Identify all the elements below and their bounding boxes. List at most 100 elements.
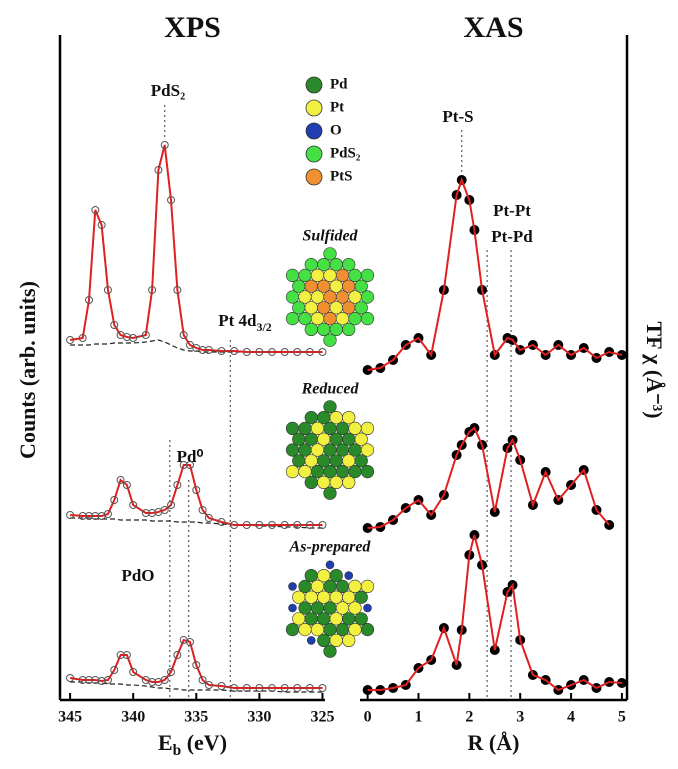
data-point (280, 684, 289, 692)
data-point (305, 521, 314, 529)
legend-swatch (305, 99, 323, 117)
legend-swatch (305, 122, 323, 140)
annotation-main: PdO (121, 566, 154, 585)
data-point (91, 676, 100, 684)
legend-swatch (305, 76, 323, 94)
data-point (148, 286, 157, 294)
legend-label: O (330, 122, 342, 138)
atom (317, 633, 331, 648)
atom (323, 443, 337, 457)
data-point (185, 461, 194, 469)
y-axis-label: Counts (arb. units) (15, 281, 40, 459)
atom (344, 571, 354, 580)
data-point (268, 521, 276, 529)
atom (323, 465, 337, 479)
atom (298, 290, 312, 304)
atom (360, 290, 375, 304)
data-point (103, 286, 112, 294)
atom (329, 633, 343, 648)
x-axis-label: Eb (eV) (158, 730, 227, 758)
data-point (85, 512, 94, 520)
atom (342, 432, 356, 446)
sample-label: As-prepared (289, 539, 372, 556)
data-point (78, 334, 87, 342)
data-point (318, 684, 327, 692)
atom (348, 443, 362, 457)
atom (363, 603, 372, 613)
atom (360, 421, 375, 436)
atom (310, 465, 325, 479)
atom (323, 601, 337, 615)
fit-line (367, 177, 623, 371)
data-point (204, 681, 213, 689)
data-point (185, 341, 194, 349)
data-point (129, 334, 138, 342)
atom (329, 612, 343, 626)
atom (285, 421, 300, 436)
atom (323, 421, 337, 436)
atom (304, 590, 318, 604)
data-point (160, 141, 169, 149)
data-point (141, 509, 150, 517)
atom (335, 601, 350, 615)
atom (310, 601, 325, 615)
atom (298, 443, 312, 457)
background-line (70, 517, 323, 529)
atom (354, 279, 368, 293)
atom (329, 568, 343, 583)
data-point (141, 331, 150, 339)
atom (323, 247, 337, 261)
atom (304, 322, 318, 337)
data-point (280, 348, 289, 356)
atom (298, 268, 312, 283)
data-point (110, 666, 119, 674)
data-point (255, 684, 264, 692)
atom (298, 421, 312, 436)
atom (304, 432, 318, 446)
atom (285, 465, 300, 479)
x-axis-label-sub: b (173, 742, 182, 759)
x-tick-label: 0 (364, 709, 372, 726)
data-point (122, 481, 131, 489)
atom (348, 421, 362, 436)
data-point (103, 676, 112, 684)
annotation-main: Pt-Pt (493, 201, 531, 220)
data-point (78, 676, 87, 684)
data-point (230, 347, 239, 355)
atom (323, 312, 337, 326)
data-point (217, 518, 226, 526)
atom (323, 400, 337, 414)
atom (317, 322, 331, 337)
atom (329, 301, 343, 315)
annotation: Pt-Pd (491, 227, 533, 246)
x-tick-label: 340 (121, 709, 145, 726)
atom (348, 601, 362, 615)
atom (323, 486, 337, 500)
data-point (66, 511, 75, 519)
nanoparticle (285, 400, 375, 500)
atom (298, 579, 312, 594)
data-point (198, 676, 207, 684)
data-point (97, 221, 106, 229)
atom (292, 454, 306, 468)
x-tick-label: 3 (516, 709, 524, 726)
data-point (230, 684, 239, 692)
atom (285, 312, 300, 326)
data-point (85, 296, 94, 304)
atom (317, 432, 331, 446)
data-point (110, 496, 119, 504)
data-point (293, 348, 302, 356)
data-point (230, 521, 239, 529)
nanoparticle (285, 247, 375, 347)
data-point (198, 346, 207, 354)
annotation: Pt-Pt (493, 201, 531, 220)
data-point (129, 501, 138, 509)
annotation-main: Pt-Pd (491, 227, 533, 246)
atom (329, 322, 343, 337)
atom (342, 322, 356, 337)
nanoparticle (285, 560, 375, 658)
data-point (192, 661, 201, 669)
atom (325, 560, 335, 570)
data-point (255, 521, 264, 529)
annotation-main: Pt-S (442, 107, 473, 126)
